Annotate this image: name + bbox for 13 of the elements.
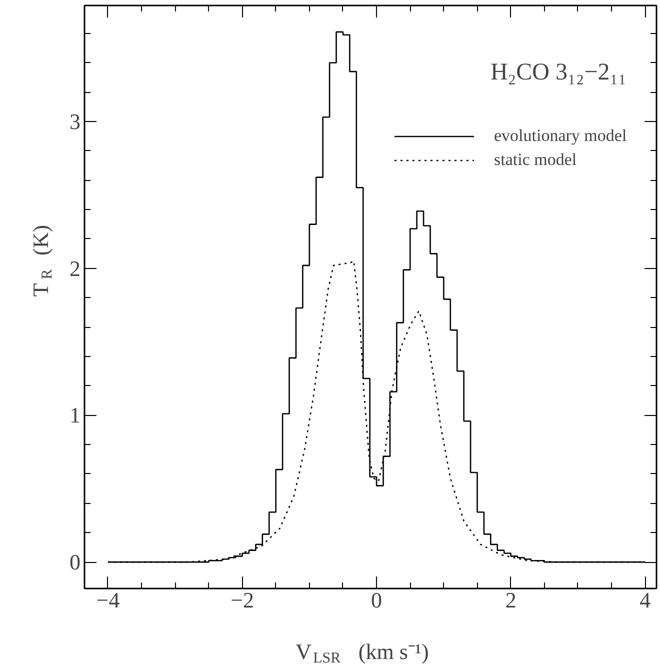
y-tick-label: 3: [70, 109, 80, 134]
x-tick-label: −2: [230, 588, 254, 612]
x-tick-label: −4: [96, 588, 120, 612]
y-axis-title: TR (K): [28, 224, 56, 297]
y-tick-label: 2: [70, 256, 80, 281]
x-tick-label: 2: [505, 588, 516, 612]
y-tick-label: 0: [70, 550, 80, 575]
legend-label: evolutionary model: [494, 126, 627, 146]
x-tick-label: 4: [640, 588, 651, 612]
text: H₂CO 3₁₂−2₁₁: [490, 60, 627, 86]
y-tick-label: 1: [70, 402, 80, 428]
x-tick-label: 0: [371, 588, 382, 612]
legend-label: static model: [494, 150, 577, 170]
